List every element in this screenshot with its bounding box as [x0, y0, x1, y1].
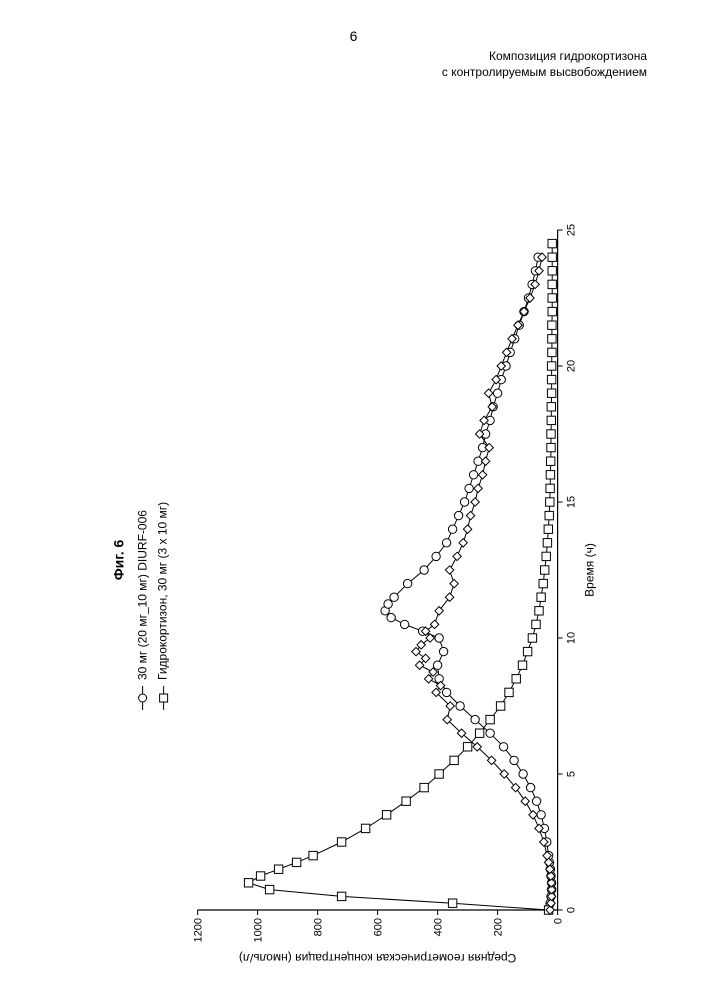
rotated-figure-wrapper: Фиг. 6 30 мг (20 мг_10 мг) DIURF-006 Гид…: [110, 150, 597, 970]
legend-marker-circle-icon: [135, 686, 149, 710]
header-line-2: с контролируемым высвобождением: [442, 64, 647, 80]
legend-item-b: Гидрокортизон, 30 мг (3 х 10 мг): [153, 150, 173, 710]
svg-text:0: 0: [565, 907, 577, 913]
svg-text:1000: 1000: [252, 918, 264, 942]
legend-marker-square-icon: [156, 686, 170, 710]
svg-text:15: 15: [565, 496, 577, 508]
svg-text:25: 25: [565, 224, 577, 236]
figure-title: Фиг. 6: [110, 150, 126, 970]
svg-text:400: 400: [432, 918, 444, 936]
chart-container: Фиг. 6 30 мг (20 мг_10 мг) DIURF-006 Гид…: [110, 150, 597, 970]
legend: 30 мг (20 мг_10 мг) DIURF-006 Гидрокорти…: [132, 150, 173, 710]
svg-text:1200: 1200: [192, 918, 204, 942]
svg-text:Время (ч): Время (ч): [582, 543, 596, 597]
svg-text:20: 20: [565, 360, 577, 372]
legend-label-b: Гидрокортизон, 30 мг (3 х 10 мг): [153, 502, 173, 680]
svg-text:600: 600: [372, 918, 384, 936]
svg-text:200: 200: [492, 918, 504, 936]
legend-item-a: 30 мг (20 мг_10 мг) DIURF-006: [132, 150, 152, 710]
svg-text:5: 5: [565, 771, 577, 777]
legend-label-a: 30 мг (20 мг_10 мг) DIURF-006: [132, 510, 152, 680]
svg-text:10: 10: [565, 632, 577, 644]
page: 6 Композиция гидрокортизона с контролиру…: [0, 0, 707, 1000]
header-line-1: Композиция гидрокортизона: [442, 48, 647, 64]
svg-text:Средняя геометрическая концент: Средняя геометрическая концентрация (нмо…: [238, 951, 515, 965]
chart-plot: 0 200 400 600 800 1000 1200 0 5 10 15 20 25 Время (ч)…: [177, 210, 597, 970]
page-number: 6: [0, 28, 707, 44]
svg-text:0: 0: [552, 918, 564, 924]
svg-text:800: 800: [312, 918, 324, 936]
document-header: Композиция гидрокортизона с контролируем…: [442, 48, 647, 80]
